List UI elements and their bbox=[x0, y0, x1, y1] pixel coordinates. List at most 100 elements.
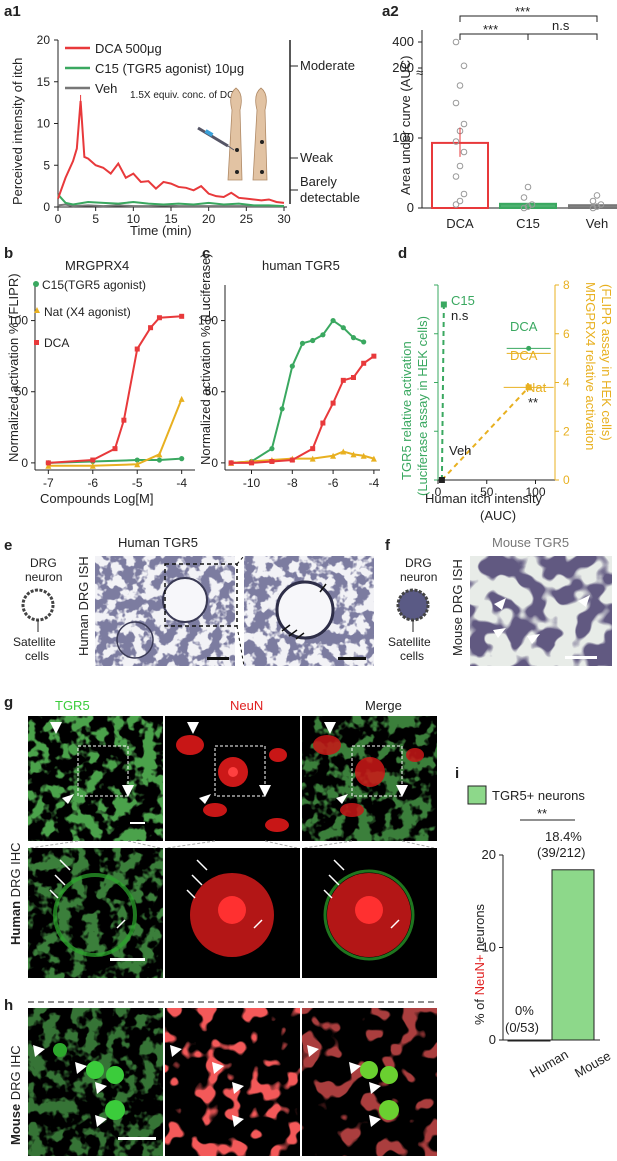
d-ylabel-right: MRGPRX4 relative activation bbox=[583, 282, 598, 450]
d-points bbox=[438, 301, 554, 483]
i-legend: TGR5+ neurons bbox=[492, 788, 585, 803]
d-xlabel2: (AUC) bbox=[480, 508, 516, 523]
c-xtick: -8 bbox=[287, 476, 298, 490]
d-ylabel-left2: (Luciferase assay in HEK cells) bbox=[415, 316, 430, 496]
panel-g: TGR5 NeuN Merge Human DRG IHC bbox=[8, 698, 437, 978]
d-point-c15 bbox=[440, 301, 447, 308]
a1-xlabel: Time (min) bbox=[130, 223, 192, 238]
a2-categories: DCA C15 Veh bbox=[446, 216, 608, 231]
b-xtick: -7 bbox=[43, 476, 54, 490]
c-point bbox=[279, 406, 285, 412]
d-point-dca bbox=[526, 345, 532, 351]
d-xlabel: Human itch intensity bbox=[425, 491, 543, 506]
a1-xtick: 0 bbox=[55, 212, 62, 226]
c-ytick: 100 bbox=[198, 314, 218, 328]
i-ylabel-c: neurons bbox=[472, 903, 487, 954]
a1-ytick: 20 bbox=[37, 33, 51, 47]
c-point bbox=[310, 446, 316, 452]
c-point bbox=[330, 400, 336, 406]
panel-label-a1: a1 bbox=[4, 3, 21, 20]
a1-xtick: 5 bbox=[92, 212, 99, 226]
a2-point bbox=[452, 201, 460, 208]
b-xtick: -6 bbox=[87, 476, 98, 490]
a1-lines bbox=[57, 94, 285, 208]
c-point bbox=[289, 363, 295, 369]
f-neuron-schematic bbox=[396, 588, 430, 622]
panel-label-c: c bbox=[202, 245, 210, 262]
b-point bbox=[112, 446, 118, 452]
i-bar-Human bbox=[507, 1039, 551, 1042]
a2-point bbox=[452, 173, 460, 180]
a2-point bbox=[456, 82, 464, 89]
e-schema-cells: cells bbox=[25, 649, 49, 663]
a2-bar-Veh bbox=[568, 204, 617, 209]
c-point bbox=[330, 452, 337, 459]
a2-cat-DCA: DCA bbox=[446, 216, 474, 231]
b-ticks: 0 50 100 -7 -6 -5 -4 bbox=[8, 314, 187, 490]
d-point-veh bbox=[438, 477, 445, 483]
h-side-rest: DRG IHC bbox=[8, 1045, 23, 1104]
c-ytick: 50 bbox=[205, 385, 219, 399]
i-ylabel: % of NeuN+ neurons bbox=[472, 903, 487, 1025]
a2-ytick: 0 bbox=[407, 200, 414, 215]
panel-label-f: f bbox=[385, 537, 391, 554]
a2-point bbox=[589, 197, 597, 205]
b-xtick: -4 bbox=[176, 476, 187, 490]
g-col-neun: NeuN bbox=[230, 698, 263, 713]
c-point bbox=[269, 446, 275, 452]
c-point bbox=[340, 325, 346, 331]
i-bars bbox=[507, 869, 595, 1042]
a1-xtick: 25 bbox=[240, 212, 254, 226]
c-point bbox=[289, 457, 295, 463]
b-xtick: -5 bbox=[132, 476, 143, 490]
d-label-veh: Veh bbox=[449, 443, 471, 458]
a2-point bbox=[460, 62, 468, 70]
d-label-sig: ** bbox=[528, 395, 538, 410]
a2-point bbox=[452, 138, 460, 145]
a2-ylabel: Area under curve (AUC) bbox=[398, 56, 413, 195]
panel-label-g: g bbox=[4, 694, 13, 711]
c-point bbox=[249, 460, 255, 466]
c-point bbox=[310, 337, 316, 344]
b-point bbox=[179, 456, 185, 462]
c-point bbox=[320, 420, 326, 426]
a2-point bbox=[597, 201, 605, 208]
c-ticks: 0 50 100 -10 -8 -6 -4 bbox=[198, 314, 380, 490]
d-label-dca-yellow: DCA bbox=[510, 348, 538, 363]
a2-cat-C15: C15 bbox=[516, 216, 540, 231]
a1-legend-note: 1.5X equiv. conc. of DCA bbox=[130, 90, 241, 101]
e-title: Human TGR5 bbox=[118, 535, 198, 550]
c-point bbox=[350, 375, 356, 380]
d-label-ns: n.s bbox=[451, 308, 469, 323]
a1-scale-weak: Weak bbox=[300, 150, 333, 165]
e-schema-neuron: neuron bbox=[25, 570, 62, 584]
c-point bbox=[361, 339, 367, 345]
b-ylabel: Normalized activation % (FLIPR) bbox=[6, 273, 21, 462]
f-side-label: Mouse DRG ISH bbox=[450, 559, 465, 656]
f-schema-satellite: Satellite bbox=[388, 635, 431, 649]
panel-e: DRG neuron Satellite cells Human DRG ISH… bbox=[13, 535, 374, 667]
c-point bbox=[320, 332, 326, 338]
b-point bbox=[121, 417, 127, 423]
c-point bbox=[330, 317, 336, 324]
b-point bbox=[156, 451, 163, 458]
g-col-merge: Merge bbox=[365, 698, 402, 713]
a1-legend-veh: Veh bbox=[95, 81, 117, 96]
f-schema-cells: cells bbox=[400, 649, 424, 663]
a1-xtick: 30 bbox=[277, 212, 291, 226]
d-ytick-right: 8 bbox=[563, 278, 570, 292]
b-point bbox=[134, 346, 140, 352]
a2-axis-break: ≈ bbox=[416, 65, 423, 80]
panel-label-a2: a2 bbox=[382, 3, 399, 20]
b-point bbox=[156, 315, 162, 321]
e-schema-drg: DRG bbox=[30, 556, 57, 570]
f-schema-drg: DRG bbox=[405, 556, 432, 570]
arm-injection-illustration bbox=[197, 87, 268, 181]
d-ytick-right: 4 bbox=[563, 376, 570, 390]
c-curve-0 bbox=[231, 319, 365, 464]
i-ytick: 20 bbox=[482, 847, 496, 862]
a1-scale-moderate: Moderate bbox=[300, 58, 355, 73]
b-ytick: 0 bbox=[21, 456, 28, 470]
a1-scale-barely: Barely bbox=[300, 174, 337, 189]
c-xtick: -10 bbox=[243, 476, 261, 490]
